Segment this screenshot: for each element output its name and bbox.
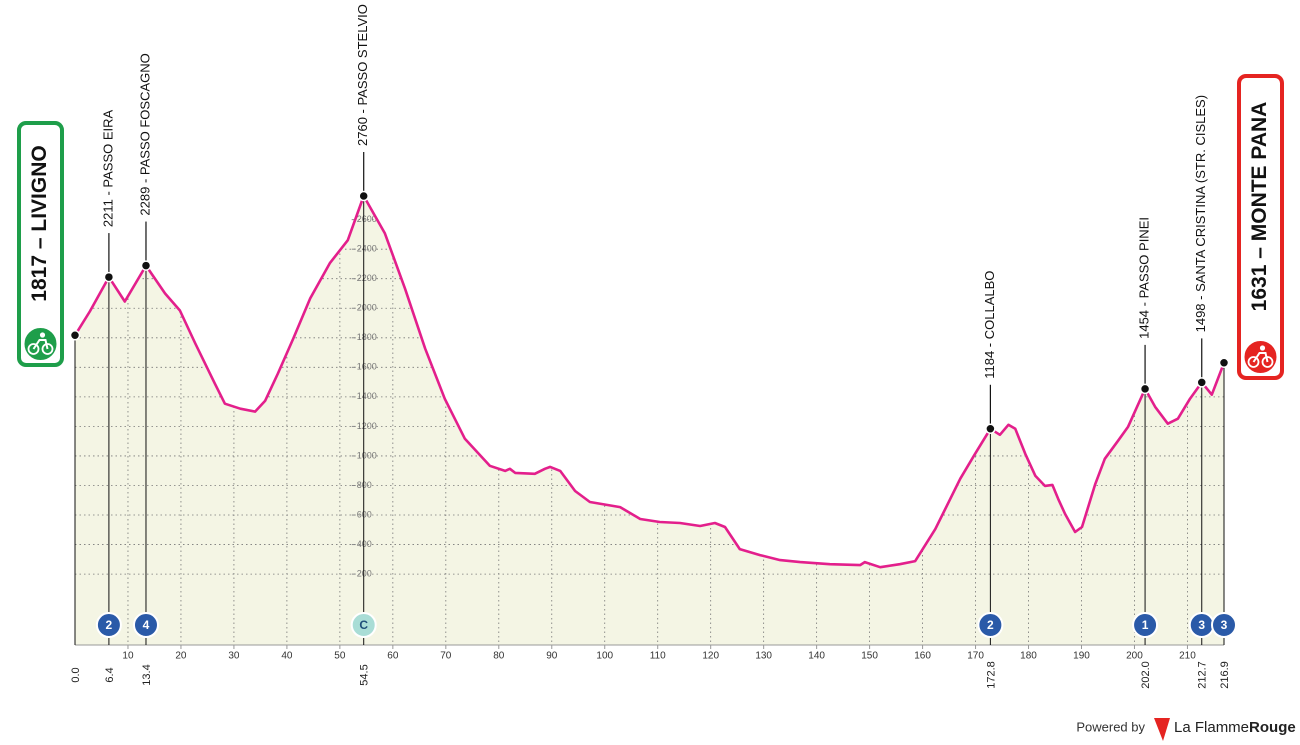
- icon-wheel: [27, 343, 40, 355]
- x-tick-label: 170: [967, 651, 984, 662]
- x-tick-label: 30: [228, 651, 240, 662]
- point-dot: [1139, 383, 1151, 395]
- y-tick-label: 1000: [357, 450, 377, 460]
- category-badge: [350, 612, 377, 638]
- category-label: 4: [143, 618, 150, 632]
- icon-head: [39, 332, 46, 338]
- category-badge: [95, 612, 122, 638]
- km-label: 212.7: [1197, 661, 1209, 689]
- point-dot: [69, 330, 81, 341]
- climb-label: 2211 - PASSO EIRA: [100, 109, 115, 227]
- category-label: 3: [1221, 618, 1228, 632]
- icon-body: [32, 339, 49, 350]
- y-tick-label: 2600: [357, 214, 377, 224]
- y-tick-label: 200: [357, 568, 372, 578]
- endpoint-box: [1237, 74, 1284, 380]
- x-tick-label: 20: [175, 651, 187, 662]
- y-tick-label: 2200: [357, 273, 377, 283]
- x-tick-label: 140: [808, 651, 825, 662]
- point-dot: [140, 260, 152, 271]
- endpoint-box: [17, 121, 64, 367]
- profile-line: [73, 194, 1226, 569]
- endpoint-icon: [22, 326, 59, 362]
- icon-wheel: [41, 343, 54, 355]
- endpoint-label: 1631 – MONTE PANA: [1248, 102, 1271, 312]
- x-tick-label: 180: [1020, 651, 1037, 662]
- x-tick-label: 50: [334, 651, 346, 662]
- x-tick-label: 70: [440, 651, 452, 662]
- x-tick-label: 40: [281, 651, 293, 662]
- km-label: 216.9: [1219, 661, 1231, 689]
- endpoint-label: 1817 – LIVIGNO: [28, 145, 51, 301]
- km-label: 13.4: [141, 664, 153, 685]
- climb-label: 1454 - PASSO PINEI: [1137, 217, 1152, 339]
- km-label: 202.0: [1140, 661, 1152, 689]
- x-tick-label: 210: [1179, 651, 1196, 662]
- icon-head: [1259, 345, 1266, 351]
- icon-wheel: [1247, 356, 1260, 368]
- category-label: 2: [987, 618, 994, 632]
- climb-label: 2760 - PASSO STELVIO: [355, 4, 370, 146]
- x-tick-label: 160: [914, 651, 931, 662]
- category-label: C: [359, 618, 368, 632]
- category-label: 2: [106, 618, 113, 632]
- climb-label: 1498 - SANTA CRISTINA (STR. CISLES): [1193, 95, 1208, 332]
- x-tick-label: 90: [546, 651, 558, 662]
- brand-part: La Flamme: [1174, 719, 1249, 736]
- brand-logo: [1154, 718, 1170, 741]
- category-badge: [977, 612, 1004, 638]
- brand-part: Rouge: [1249, 719, 1296, 736]
- point-dot: [103, 271, 115, 283]
- km-label: 54.5: [359, 664, 371, 685]
- x-tick-label: 130: [755, 651, 772, 662]
- category-badge: [1211, 612, 1237, 638]
- point-dot: [1196, 377, 1208, 388]
- category-badge: [1132, 612, 1159, 638]
- x-tick-label: 100: [596, 651, 613, 662]
- endpoint-icon: [1242, 339, 1279, 375]
- x-tick-label: 190: [1073, 651, 1090, 662]
- point-dot: [358, 190, 369, 202]
- y-tick-label: 1200: [357, 421, 377, 431]
- y-tick-label: 800: [357, 480, 372, 490]
- icon-body: [1252, 352, 1269, 363]
- powered-by: Powered by: [1076, 719, 1145, 734]
- category-label: 1: [1142, 618, 1149, 632]
- x-tick-label: 200: [1126, 651, 1143, 662]
- y-tick-label: 1400: [357, 391, 377, 401]
- km-label: 172.8: [985, 661, 997, 689]
- x-tick-label: 80: [493, 651, 505, 662]
- km-label: 0.0: [70, 667, 82, 682]
- climb-label: 1184 - COLLALBO: [982, 271, 997, 379]
- y-tick-label: 1600: [357, 362, 377, 372]
- x-tick-label: 10: [122, 651, 134, 662]
- km-label: 6.4: [104, 667, 116, 682]
- category-label: 3: [1198, 618, 1205, 632]
- point-dot: [985, 423, 996, 435]
- y-tick-label: 400: [357, 539, 372, 549]
- y-tick-label: 600: [357, 509, 372, 519]
- profile-area: [75, 196, 1224, 645]
- icon-wheel: [1261, 356, 1274, 368]
- x-tick-label: 120: [702, 651, 719, 662]
- brand-name: La FlammeRouge: [1174, 719, 1296, 736]
- x-tick-label: 110: [650, 651, 666, 662]
- y-tick-label: 1800: [357, 332, 377, 342]
- point-dot: [1218, 357, 1230, 369]
- y-tick-label: 2400: [357, 244, 377, 254]
- category-badge: [132, 612, 159, 638]
- climb-label: 2289 - PASSO FOSCAGNO: [137, 53, 152, 215]
- x-tick-label: 60: [387, 651, 399, 662]
- y-tick-label: 2000: [357, 303, 377, 313]
- x-tick-label: 150: [861, 651, 878, 662]
